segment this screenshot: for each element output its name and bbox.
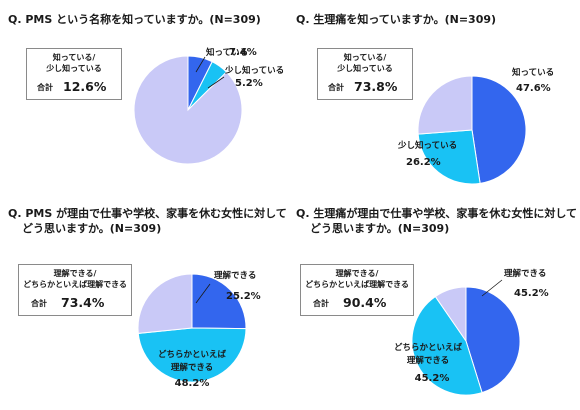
chart-4-title-line-1: Q. 生理痛が理由で仕事や学校、家事を休む女性に対して	[296, 207, 578, 220]
chart-1-slice-2-value: 5.2%	[235, 78, 263, 89]
chart-3-title-line-2: どう思いますか。(N=309)	[22, 222, 162, 235]
chart-4-title: Q. 生理痛が理由で仕事や学校、家事を休む女性に対して どう思いますか。(N=3…	[296, 206, 577, 236]
chart-1-summary-label-2: 少し知っている	[46, 64, 102, 73]
chart-2-slice-1-label: 知っている	[512, 67, 554, 78]
chart-3-slice-2-value: 48.2%	[175, 378, 210, 389]
chart-4-total-value: 90.4%	[343, 295, 387, 310]
chart-3-total-value: 73.4%	[61, 295, 105, 310]
chart-4-summary-label-1: 理解できる/	[335, 269, 379, 278]
chart-1-slice-1-leader	[195, 56, 206, 73]
chart-4-title-line-2: どう思いますか。(N=309)	[310, 222, 450, 235]
chart-1-title: Q. PMS という名称を知っていますか。(N=309)	[8, 12, 261, 27]
chart-3-slice-1-leader	[195, 283, 211, 304]
chart-2-total-value: 73.8%	[354, 79, 398, 94]
chart-1-summary-label-1: 知っている/	[52, 53, 96, 62]
chart-2-total-label: 合計	[328, 83, 344, 92]
chart-1-title-line: Q. PMS という名称を知っていますか。(N=309)	[8, 13, 261, 26]
chart-2-slice-2-value: 26.2%	[406, 157, 441, 168]
chart-3-summary-box: 理解できる/ どちらかといえば理解できる 合計 73.4%	[18, 264, 132, 316]
chart-2-summary-label-1: 知っている/	[343, 53, 387, 62]
chart-1-total-label: 合計	[37, 83, 53, 92]
chart-4-slice-1-leader	[481, 279, 503, 297]
chart-3-slice-1	[191, 273, 247, 330]
chart-4-total-label: 合計	[313, 299, 329, 308]
chart-3-slice-3	[137, 273, 193, 334]
chart-3-slice-2-label-1: どちらかといえば	[158, 349, 227, 360]
chart-4-summary-box: 理解できる/ どちらかといえば理解できる 合計 90.4%	[300, 264, 414, 316]
chart-3-summary-label-1: 理解できる/	[53, 269, 97, 278]
chart-3-title-line-1: Q. PMS が理由で仕事や学校、家事を休む女性に対して	[8, 207, 287, 220]
chart-3-title: Q. PMS が理由で仕事や学校、家事を休む女性に対して どう思いますか。(N=…	[8, 206, 287, 236]
chart-2-slice-2-label: 少し知っている	[397, 140, 457, 151]
chart-4-slice-1-value: 45.2%	[514, 288, 549, 299]
chart-3-slice-2	[137, 327, 247, 383]
chart-2-summary-box: 知っている/ 少し知っている 合計 73.8%	[317, 48, 413, 100]
chart-4-slice-2-label-2: 理解できる	[407, 355, 449, 366]
chart-1-slice-2-leader	[207, 76, 225, 89]
chart-2-slice-1	[471, 75, 527, 184]
chart-4-slice-1-label: 理解できる	[504, 268, 546, 279]
chart-4-slice-2	[411, 295, 483, 396]
chart-2-slice-3	[417, 75, 473, 135]
chart-2-summary-label-2: 少し知っている	[337, 64, 393, 73]
chart-3-slice-1-value: 25.2%	[226, 291, 261, 302]
chart-2-slice-1-value: 47.6%	[516, 83, 551, 94]
chart-1-slice-2-label: 少し知っている	[224, 65, 284, 76]
chart-2-pie: 知っている 47.6% 少し知っている 26.2%	[397, 67, 554, 185]
chart-4-slice-2-value: 45.2%	[415, 373, 450, 384]
chart-1-slice-3	[133, 55, 243, 165]
chart-3-slice-1-label: 理解できる	[214, 270, 256, 281]
chart-4-slice-2-label-1: どちらかといえば	[394, 342, 463, 353]
chart-1-summary-box: 知っている/ 少し知っている 合計 12.6%	[26, 48, 122, 100]
chart-3-slice-2-label-2: 理解できる	[171, 362, 213, 373]
chart-3-summary-label-2: どちらかといえば理解できる	[23, 280, 127, 289]
chart-1-total-value: 12.6%	[63, 79, 107, 94]
chart-2-slice-2	[417, 129, 481, 185]
chart-3-total-label: 合計	[31, 299, 47, 308]
chart-4-slice-3	[434, 286, 467, 343]
chart-4-summary-label-2: どちらかといえば理解できる	[305, 280, 409, 289]
chart-2-title-line: Q. 生理痛を知っていますか。(N=309)	[296, 13, 497, 26]
chart-1-slice-1-label: 知っている	[206, 47, 248, 58]
chart-4-slice-1	[465, 286, 521, 394]
chart-1-slice-1-value: 7.4%	[229, 47, 257, 58]
chart-2-title: Q. 生理痛を知っていますか。(N=309)	[296, 12, 496, 27]
